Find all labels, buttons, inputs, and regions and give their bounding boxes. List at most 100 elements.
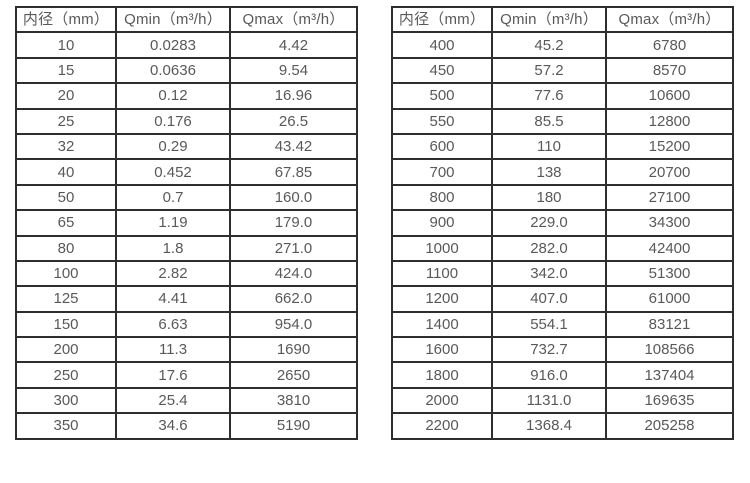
- table-row: 900 229.0 34300: [391, 209, 734, 237]
- table-cell: 125: [15, 285, 117, 313]
- table-row: 150 6.63 954.0: [15, 310, 358, 339]
- table-cell: 407.0: [491, 285, 607, 313]
- table-row: 200 11.3 1690: [15, 336, 358, 364]
- table-cell: 8570: [605, 56, 734, 85]
- table-cell: 20700: [605, 158, 734, 186]
- header-row: 内径（mm） Qmin（m³/h） Qmax（m³/h）: [15, 5, 358, 34]
- table-cell: 554.1: [491, 310, 607, 339]
- table-row: 65 1.19 179.0: [15, 209, 358, 237]
- table-cell: 34.6: [115, 412, 231, 440]
- table-cell: 26.5: [229, 107, 358, 135]
- table-cell: 83121: [605, 310, 734, 339]
- table-cell: 550: [391, 107, 493, 135]
- table-row: 125 4.41 662.0: [15, 285, 358, 313]
- table-cell: 205258: [605, 412, 734, 440]
- table-cell: 10: [15, 31, 117, 59]
- table-cell: 11.3: [115, 336, 231, 364]
- table-cell: 2650: [229, 361, 358, 389]
- table-row: 25 0.176 26.5: [15, 107, 358, 135]
- table-cell: 1.8: [115, 234, 231, 262]
- table-cell: 0.452: [115, 158, 231, 186]
- table-cell: 424.0: [229, 259, 358, 288]
- table-cell: 900: [391, 209, 493, 237]
- column-header: Qmin（m³/h）: [115, 5, 231, 34]
- table-cell: 6780: [605, 31, 734, 59]
- table-cell: 250: [15, 361, 117, 389]
- table-row: 700 138 20700: [391, 158, 734, 186]
- table-cell: 350: [15, 412, 117, 440]
- table-cell: 6.63: [115, 310, 231, 339]
- table-row: 50 0.7 160.0: [15, 183, 358, 212]
- column-header: Qmax（m³/h）: [229, 5, 358, 34]
- table-row: 20 0.12 16.96: [15, 82, 358, 110]
- table-cell: 43.42: [229, 132, 358, 161]
- table-cell: 342.0: [491, 259, 607, 288]
- table-cell: 1.19: [115, 209, 231, 237]
- table-cell: 32: [15, 132, 117, 161]
- table-cell: 51300: [605, 259, 734, 288]
- table-row: 400 45.2 6780: [391, 31, 734, 59]
- table-cell: 1100: [391, 259, 493, 288]
- table-row: 500 77.6 10600: [391, 82, 734, 110]
- table-cell: 169635: [605, 386, 734, 415]
- table-cell: 12800: [605, 107, 734, 135]
- table-cell: 0.7: [115, 183, 231, 212]
- table-row: 1100 342.0 51300: [391, 259, 734, 288]
- table-row: 1200 407.0 61000: [391, 285, 734, 313]
- table-cell: 15: [15, 56, 117, 85]
- table-cell: 0.0636: [115, 56, 231, 85]
- table-cell: 160.0: [229, 183, 358, 212]
- table-cell: 25.4: [115, 386, 231, 415]
- table-cell: 180: [491, 183, 607, 212]
- table-cell: 9.54: [229, 56, 358, 85]
- table-cell: 2000: [391, 386, 493, 415]
- table-cell: 229.0: [491, 209, 607, 237]
- table-cell: 20: [15, 82, 117, 110]
- table-cell: 2200: [391, 412, 493, 440]
- table-row: 32 0.29 43.42: [15, 132, 358, 161]
- flow-spec-page: 内径（mm） Qmin（m³/h） Qmax（m³/h） 10 0.0283 4.42 15…: [15, 5, 734, 440]
- table-cell: 15200: [605, 132, 734, 161]
- table-cell: 150: [15, 310, 117, 339]
- table-cell: 16.96: [229, 82, 358, 110]
- table-cell: 1690: [229, 336, 358, 364]
- header-row: 内径（mm） Qmin（m³/h） Qmax（m³/h）: [391, 5, 734, 34]
- table-row: 80 1.8 271.0: [15, 234, 358, 262]
- table-row: 250 17.6 2650: [15, 361, 358, 389]
- table-cell: 42400: [605, 234, 734, 262]
- table-cell: 45.2: [491, 31, 607, 59]
- table-cell: 662.0: [229, 285, 358, 313]
- table-cell: 450: [391, 56, 493, 85]
- table-cell: 1400: [391, 310, 493, 339]
- table-cell: 77.6: [491, 82, 607, 110]
- table-cell: 100: [15, 259, 117, 288]
- table-row: 40 0.452 67.85: [15, 158, 358, 186]
- table-row: 15 0.0636 9.54: [15, 56, 358, 85]
- table-row: 1000 282.0 42400: [391, 234, 734, 262]
- column-header: 内径（mm）: [391, 5, 493, 34]
- table-row: 600 110 15200: [391, 132, 734, 161]
- table-cell: 0.12: [115, 82, 231, 110]
- table-row: 1800 916.0 137404: [391, 361, 734, 389]
- table-cell: 300: [15, 386, 117, 415]
- table-cell: 0.176: [115, 107, 231, 135]
- table-cell: 4.41: [115, 285, 231, 313]
- table-cell: 5190: [229, 412, 358, 440]
- table-cell: 65: [15, 209, 117, 237]
- table-cell: 500: [391, 82, 493, 110]
- flow-spec-table-small-diameters: 内径（mm） Qmin（m³/h） Qmax（m³/h） 10 0.0283 4.42 15…: [15, 5, 358, 440]
- table-cell: 40: [15, 158, 117, 186]
- table-cell: 80: [15, 234, 117, 262]
- table-cell: 110: [491, 132, 607, 161]
- table-cell: 10600: [605, 82, 734, 110]
- table-row: 1400 554.1 83121: [391, 310, 734, 339]
- table-cell: 25: [15, 107, 117, 135]
- table-cell: 61000: [605, 285, 734, 313]
- table-cell: 138: [491, 158, 607, 186]
- table-cell: 954.0: [229, 310, 358, 339]
- table-cell: 179.0: [229, 209, 358, 237]
- column-header: Qmin（m³/h）: [491, 5, 607, 34]
- table-cell: 400: [391, 31, 493, 59]
- table-cell: 1200: [391, 285, 493, 313]
- table-cell: 271.0: [229, 234, 358, 262]
